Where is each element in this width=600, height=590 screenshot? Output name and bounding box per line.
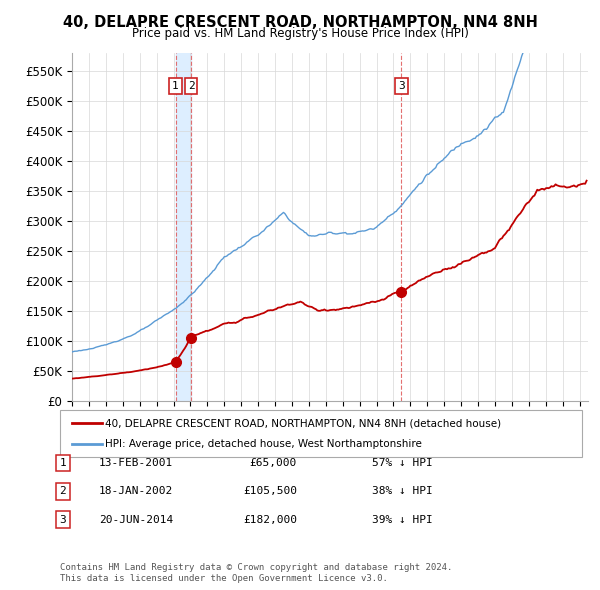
Text: 20-JUN-2014: 20-JUN-2014 <box>99 515 173 525</box>
Text: 38% ↓ HPI: 38% ↓ HPI <box>372 487 433 496</box>
Text: 2: 2 <box>59 487 67 496</box>
Text: Contains HM Land Registry data © Crown copyright and database right 2024.
This d: Contains HM Land Registry data © Crown c… <box>60 563 452 583</box>
Text: 40, DELAPRE CRESCENT ROAD, NORTHAMPTON, NN4 8NH (detached house): 40, DELAPRE CRESCENT ROAD, NORTHAMPTON, … <box>105 418 501 428</box>
Bar <box>176 53 191 401</box>
Text: £182,000: £182,000 <box>243 515 297 525</box>
Text: £65,000: £65,000 <box>250 458 297 468</box>
Text: Price paid vs. HM Land Registry's House Price Index (HPI): Price paid vs. HM Land Registry's House … <box>131 27 469 40</box>
Text: 13-FEB-2001: 13-FEB-2001 <box>99 458 173 468</box>
Text: 39% ↓ HPI: 39% ↓ HPI <box>372 515 433 525</box>
Text: 57% ↓ HPI: 57% ↓ HPI <box>372 458 433 468</box>
Text: 1: 1 <box>59 458 67 468</box>
Text: 3: 3 <box>59 515 67 525</box>
Text: 40, DELAPRE CRESCENT ROAD, NORTHAMPTON, NN4 8NH: 40, DELAPRE CRESCENT ROAD, NORTHAMPTON, … <box>62 15 538 30</box>
Text: 3: 3 <box>398 81 405 91</box>
Text: HPI: Average price, detached house, West Northamptonshire: HPI: Average price, detached house, West… <box>105 439 422 449</box>
Text: 1: 1 <box>172 81 179 91</box>
Text: 2: 2 <box>188 81 194 91</box>
Text: £105,500: £105,500 <box>243 487 297 496</box>
Text: 18-JAN-2002: 18-JAN-2002 <box>99 487 173 496</box>
